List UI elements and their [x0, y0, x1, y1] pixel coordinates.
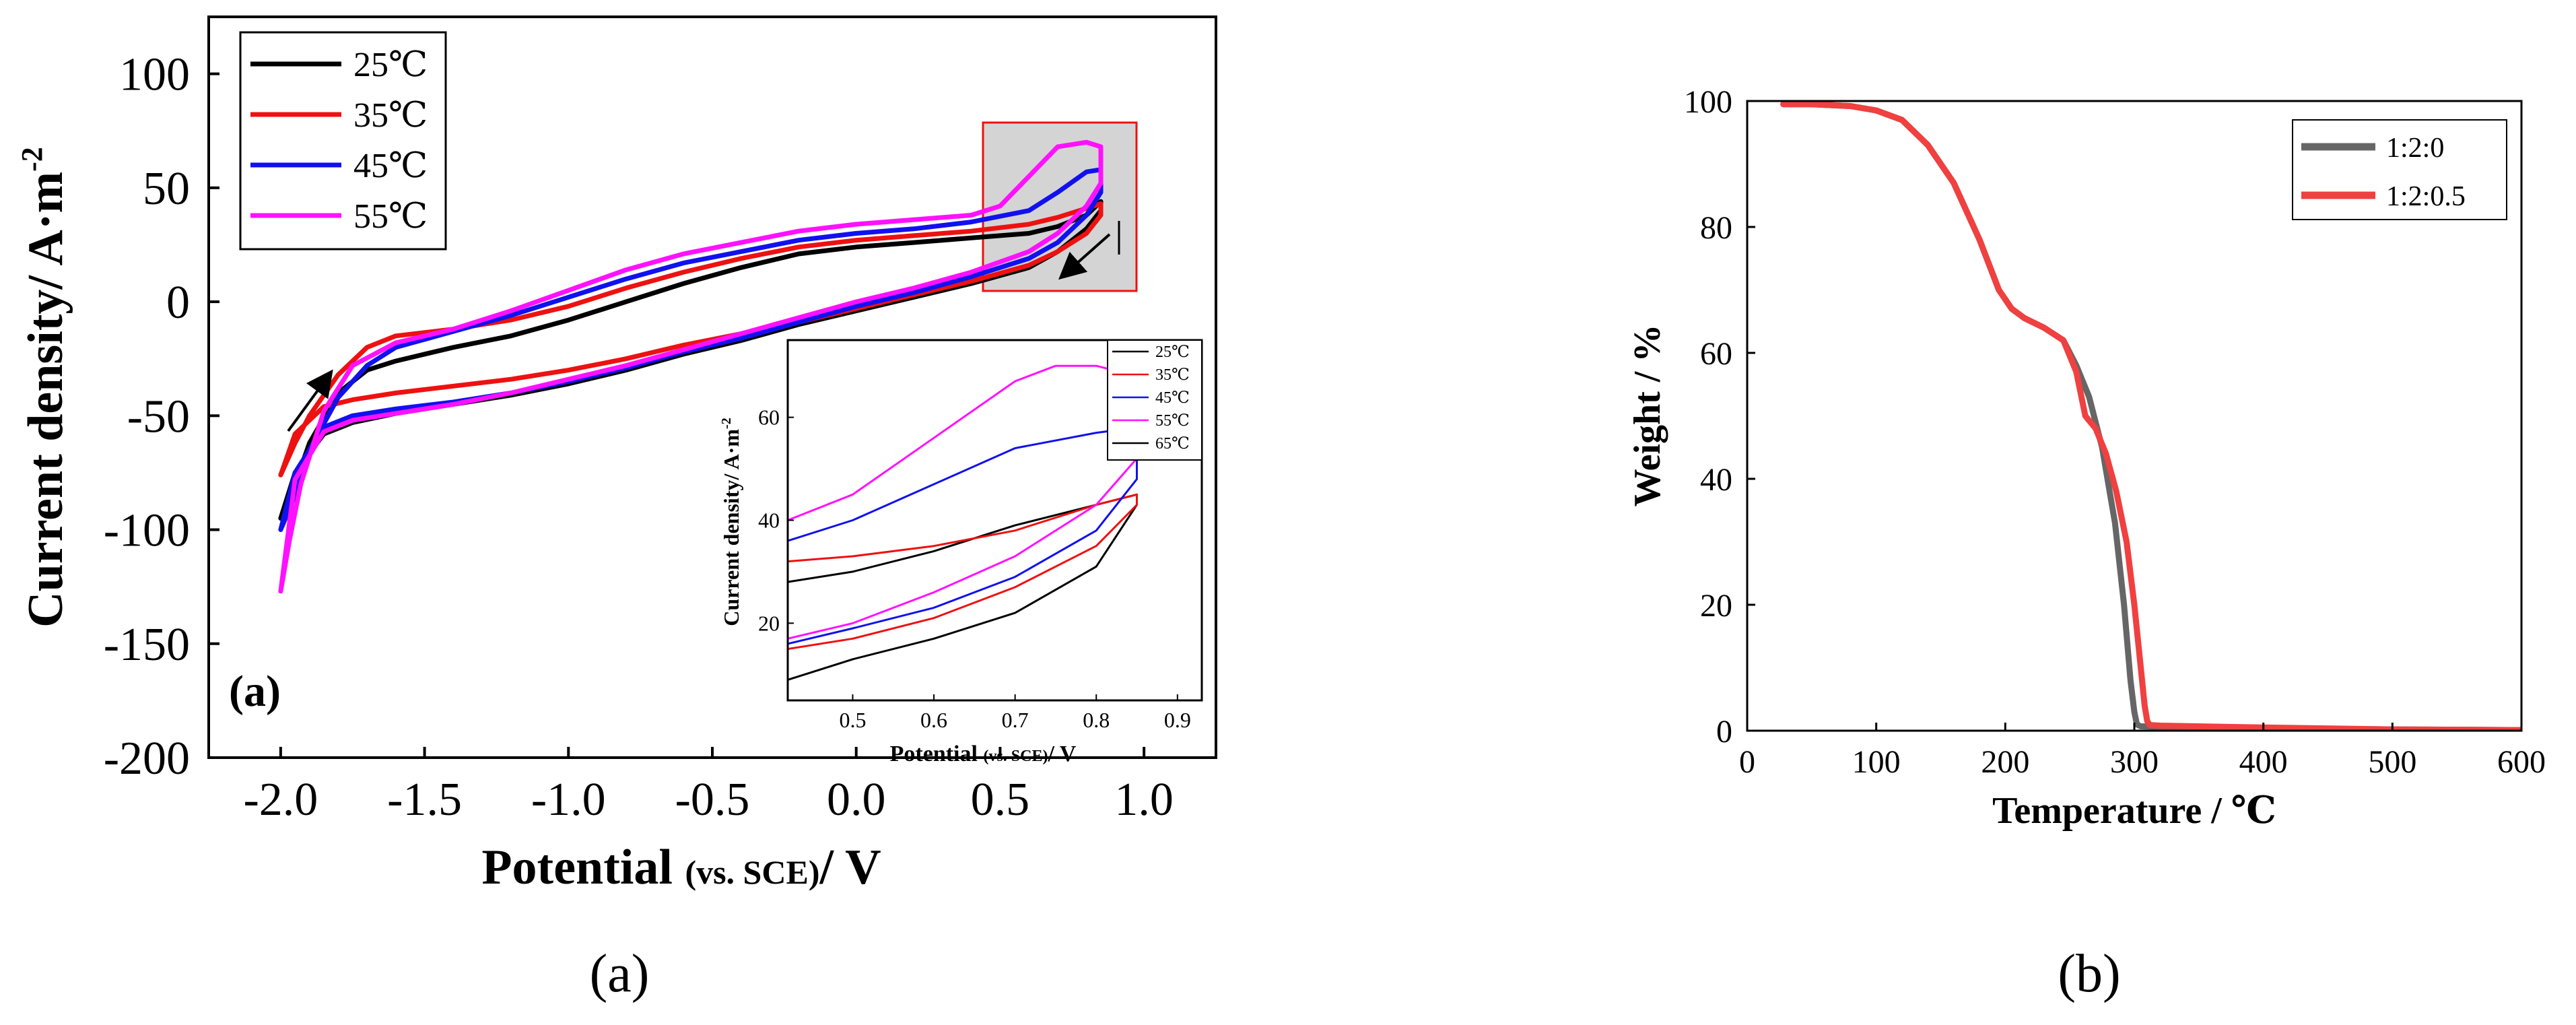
inset-y-title: Current density/ A·m-2: [719, 418, 743, 626]
b-x-axis: 0 100 200 300 400 500 600: [1739, 723, 2546, 780]
a-y-axis: -200 -150 -100 -50 0 50 100: [104, 49, 219, 785]
a-x-axis: -2.0 -1.5 -1.0 -0.5 0.0 0.5 1.0: [243, 747, 1174, 826]
inset-x-tick-label: 0.9: [1164, 708, 1191, 732]
a-y-title-part1: Current density/ A·m: [18, 172, 73, 628]
arrow-forward-scan: [287, 369, 333, 432]
b-y-tick-label: 80: [1700, 210, 1732, 246]
inset-x-tick-label: 0.5: [839, 708, 866, 732]
inset-x-tick-label: 0.7: [1002, 708, 1029, 732]
b-legend-box: [2292, 119, 2507, 220]
a-legend-label: 55℃: [353, 197, 428, 236]
inset-legend-label: 55℃: [1155, 412, 1190, 430]
a-x-title-part3: / V: [819, 840, 881, 895]
b-y-tick-label: 20: [1700, 588, 1732, 624]
inset-series-2: [788, 493, 1138, 651]
panel-a-caption: (a): [590, 944, 650, 1003]
a-panel-tag: (a): [229, 667, 281, 716]
a-y-tick-label: -50: [127, 391, 190, 442]
inset-x-title-part1: Potential: [890, 741, 984, 766]
b-x-tick-label: 0: [1739, 744, 1755, 780]
b-y-axis-title: Weight / %: [1627, 325, 1668, 507]
inset-y-tick-label: 40: [758, 508, 780, 533]
inset-x-title: Potential (vs. SCE)/ V: [890, 741, 1077, 766]
a-legend-label: 45℃: [353, 147, 428, 185]
a-y-tick-label: 0: [166, 277, 190, 329]
a-legend: 25℃ 35℃ 45℃ 55℃: [250, 46, 428, 236]
inset-x-tick-label: 0.6: [920, 708, 947, 732]
inset-y-axis: 20 40 60: [758, 405, 794, 635]
b-x-tick-label: 300: [2110, 744, 2159, 780]
a-legend-label: 35℃: [353, 96, 428, 135]
a-x-tick-label: -1.5: [387, 774, 462, 826]
inset-legend-label: 65℃: [1155, 435, 1190, 453]
b-x-tick-label: 600: [2497, 744, 2546, 780]
inset-y-tick-label: 20: [758, 611, 780, 635]
b-series-2: [1780, 101, 2521, 731]
a-legend-label: 25℃: [353, 46, 428, 84]
inset-y-title-part2: -2: [719, 418, 734, 429]
b-y-tick-label: 60: [1700, 336, 1732, 372]
a-legend-box: [239, 31, 447, 251]
a-x-tick-label: 0.5: [971, 774, 1030, 826]
a-y-tick-label: 50: [143, 163, 190, 215]
panel-b-caption: (b): [2058, 944, 2120, 1003]
a-y-tick-label: -100: [104, 505, 190, 557]
inset-y-tick-label: 60: [758, 405, 780, 430]
inset-legend: 25℃ 35℃ 45℃ 55℃ 65℃: [1112, 343, 1190, 453]
a-y-tick-label: 100: [119, 49, 190, 101]
b-legend-label: 1:2:0: [2386, 133, 2444, 164]
inset-legend-label: 25℃: [1155, 343, 1190, 361]
a-x-tick-label: -0.5: [675, 774, 750, 826]
b-x-tick-label: 200: [1981, 744, 2029, 780]
b-x-tick-label: 100: [1852, 744, 1901, 780]
inset-x-tick-label: 0.8: [1083, 708, 1110, 732]
a-x-tick-label: 1.0: [1114, 774, 1174, 826]
inset-y-title-part1: Current density/ A·m: [719, 429, 743, 626]
b-x-tick-label: 400: [2239, 744, 2288, 780]
a-x-title-part2: (vs. SCE): [685, 853, 819, 891]
b-y-axis: 0 20 40 60 80 100: [1684, 84, 1755, 750]
a-series-4: [278, 139, 1104, 594]
b-series-group: [1780, 101, 2521, 731]
b-x-tick-label: 500: [2368, 744, 2416, 780]
a-y-tick-label: -150: [104, 619, 190, 671]
a-x-tick-label: 0.0: [827, 774, 886, 826]
inset-x-title-part3: / V: [1047, 741, 1076, 766]
b-y-tick-label: 100: [1684, 84, 1732, 120]
b-x-axis-title: Temperature / ℃: [1992, 790, 2276, 832]
a-series-group: [278, 139, 1104, 594]
a-x-title-part1: Potential: [481, 840, 685, 895]
panel-b-tga-chart: 0 100 200 300 400 500 600 0 20 40 60 80 100 Tempera…: [1627, 84, 2546, 1003]
a-y-axis-title: Current density/ A·m-2: [15, 147, 73, 628]
a-x-axis-title: Potential (vs. SCE)/ V: [481, 840, 881, 895]
b-y-tick-label: 0: [1716, 714, 1732, 750]
arrow-reverse-scan: [1058, 233, 1111, 280]
inset-x-axis: 0.5 0.6 0.7 0.8 0.9: [839, 694, 1191, 732]
b-y-tick-label: 40: [1700, 462, 1732, 498]
b-legend-label: 1:2:0.5: [2386, 181, 2466, 212]
b-legend: 1:2:0 1:2:0.5: [2301, 133, 2466, 212]
a-y-tick-label: -200: [104, 733, 190, 785]
a-y-title-part2: -2: [15, 147, 48, 172]
a-x-tick-label: -1.0: [531, 774, 606, 826]
inset-x-title-part2: (vs. SCE): [983, 748, 1048, 765]
inset-legend-box: [1107, 339, 1202, 461]
inset-legend-label: 45℃: [1155, 389, 1190, 407]
panel-a-cv-chart: -2.0 -1.5 -1.0 -0.5 0.0 0.5 1.0 -200 -150 -100 -5…: [15, 15, 1217, 1003]
a-inset-chart: 0.5 0.6 0.7 0.8 0.9 20 40 60 Potential (vs. SC…: [719, 339, 1203, 766]
a-x-tick-label: -2.0: [243, 774, 318, 826]
inset-legend-label: 35℃: [1155, 366, 1190, 384]
